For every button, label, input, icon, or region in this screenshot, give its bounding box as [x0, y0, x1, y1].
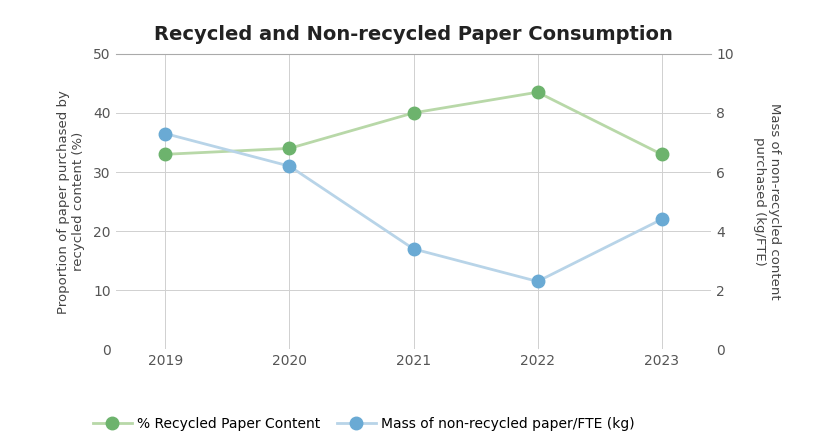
- Line: % Recycled Paper Content: % Recycled Paper Content: [159, 86, 668, 160]
- % Recycled Paper Content: [160, 151, 170, 157]
- % Recycled Paper Content: [533, 90, 543, 95]
- Mass of non-recycled paper/FTE (kg): [409, 246, 418, 252]
- Legend: % Recycled Paper Content, Mass of non-recycled paper/FTE (kg): % Recycled Paper Content, Mass of non-re…: [87, 411, 641, 436]
- Y-axis label: Proportion of paper purchased by
recycled content (%): Proportion of paper purchased by recycle…: [57, 90, 85, 314]
- Line: Mass of non-recycled paper/FTE (kg): Mass of non-recycled paper/FTE (kg): [159, 127, 668, 288]
- Mass of non-recycled paper/FTE (kg): [533, 279, 543, 284]
- Mass of non-recycled paper/FTE (kg): [284, 164, 294, 169]
- Y-axis label: Mass of non-recycled content
purchased (kg/FTE): Mass of non-recycled content purchased (…: [753, 103, 782, 300]
- % Recycled Paper Content: [409, 110, 418, 116]
- Mass of non-recycled paper/FTE (kg): [160, 131, 170, 136]
- Mass of non-recycled paper/FTE (kg): [657, 217, 667, 222]
- % Recycled Paper Content: [657, 151, 667, 157]
- % Recycled Paper Content: [284, 146, 294, 151]
- Title: Recycled and Non-recycled Paper Consumption: Recycled and Non-recycled Paper Consumpt…: [154, 25, 673, 44]
